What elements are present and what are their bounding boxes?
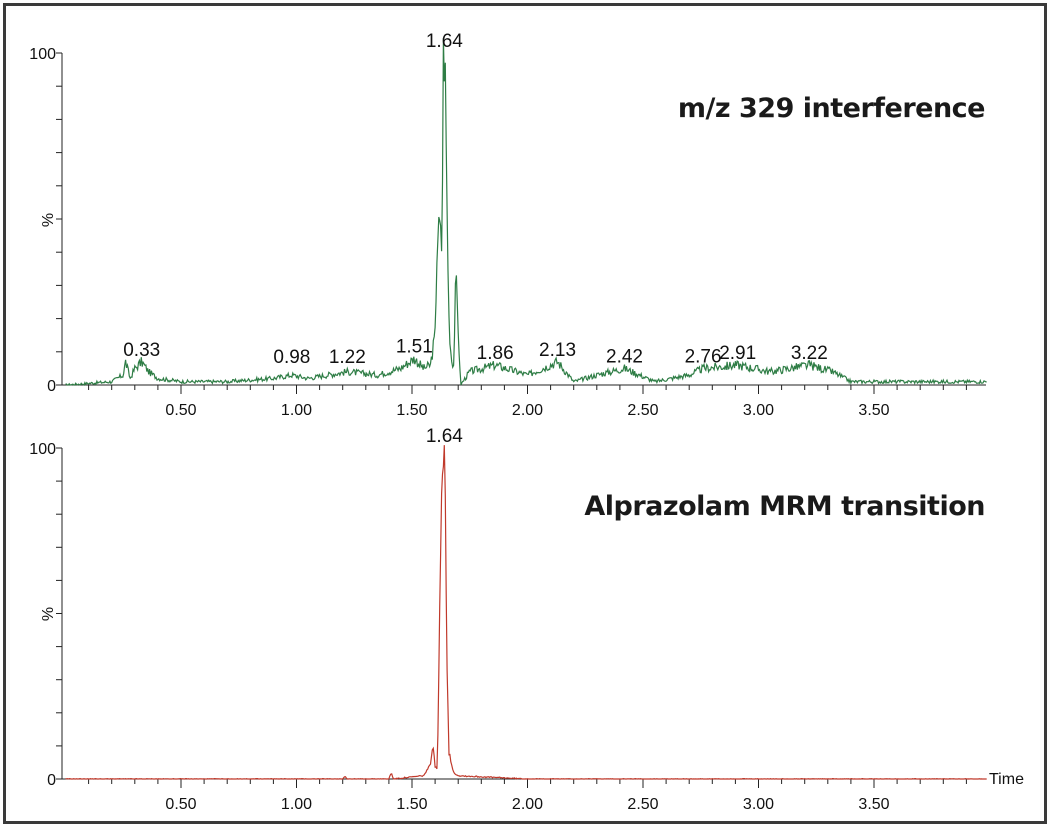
x-tick-label: 2.50 [627,402,658,419]
peak-label: 2.13 [539,340,576,361]
top-chart-title: m/z 329 interference [678,93,985,124]
bottom-chart: 0.50 1.00 1.50 2.00 2.50 3.00 3.50 100 0 % Tim… [29,426,1024,813]
peak-label: 2.76 [685,346,722,367]
peak-label: 1.51 [396,336,433,357]
peak-label: 2.42 [606,346,643,367]
x-tick-label: 1.50 [396,796,427,813]
peak-label: 0.33 [123,340,160,361]
top-y-max-label: 100 [29,46,56,63]
peak-label: 3.22 [791,343,828,364]
top-y-min-label: 0 [47,378,56,395]
x-tick-label: 3.00 [743,402,774,419]
peak-label: 1.64 [426,31,463,52]
x-tick-label: 0.50 [165,402,196,419]
peak-label: 1.64 [426,426,463,447]
x-tick-label: 0.50 [165,796,196,813]
peak-label: 1.22 [329,347,366,368]
bottom-y-axis-label: % [40,607,57,621]
top-y-axis-ticks [56,52,62,386]
x-axis-title-time: Time [989,771,1024,788]
x-tick-label: 2.00 [512,402,543,419]
x-tick-label: 2.50 [627,796,658,813]
top-x-axis-ticks: 0.50 1.00 1.50 2.00 2.50 3.00 3.50 [88,385,967,419]
bottom-chart-title: Alprazolam MRM transition [584,491,985,522]
bottom-peak-labels: 1.64 [426,426,463,447]
x-tick-label: 3.00 [743,796,774,813]
peak-label: 2.91 [719,343,756,364]
bottom-y-axis-ticks [56,447,62,780]
peak-label: 0.98 [273,347,310,368]
bottom-x-axis-ticks: 0.50 1.00 1.50 2.00 2.50 3.00 3.50 [88,779,967,813]
figure-frame [3,3,1047,824]
top-chart: 0.50 1.00 1.50 2.00 2.50 3.00 3.50 100 0 % 0.3… [29,31,987,419]
bottom-y-max-label: 100 [29,441,56,458]
x-tick-label: 1.50 [396,402,427,419]
x-tick-label: 1.00 [281,402,312,419]
x-tick-label: 3.50 [858,796,889,813]
top-chromatogram-trace [65,37,987,386]
peak-label: 1.86 [477,343,514,364]
bottom-chromatogram-trace [65,445,987,780]
x-tick-label: 1.00 [281,796,312,813]
top-peak-labels: 0.33 0.98 1.22 1.51 1.64 1.86 2.13 2.42 2.762.91… [123,31,828,368]
top-y-axis-label: % [40,213,57,227]
x-tick-label: 3.50 [858,402,889,419]
x-tick-label: 2.00 [512,796,543,813]
bottom-y-min-label: 0 [47,772,56,789]
